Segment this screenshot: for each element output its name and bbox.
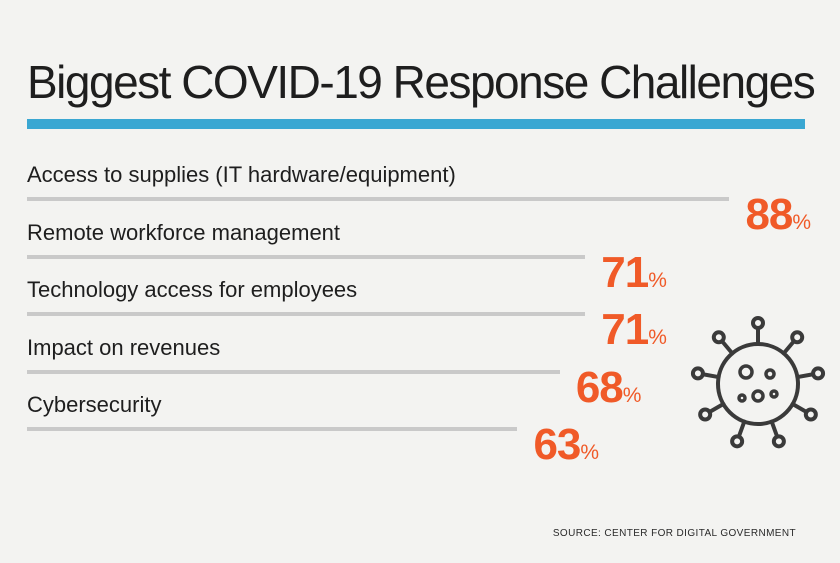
bar: [27, 254, 586, 259]
bar-value-label: 68%: [576, 362, 642, 422]
source-note: SOURCE: CENTER FOR DIGITAL GOVERNMENT: [552, 528, 796, 539]
bar-label: Technology access for employees: [27, 277, 358, 302]
title-rule: [27, 119, 805, 129]
bar-value-label: 88%: [745, 189, 811, 249]
bar: [27, 197, 730, 201]
bar: [27, 312, 586, 316]
bar-value-label: 71%: [601, 247, 667, 307]
chart-title: Biggest COVID-19 Response Challenges: [27, 56, 816, 108]
bar-value-unit: %: [648, 268, 667, 292]
bar-value-unit: %: [648, 326, 667, 349]
bar-value-label: 63%: [533, 419, 599, 479]
bar-value-label: 71%: [601, 304, 667, 364]
bar-label: Impact on revenues: [27, 334, 221, 360]
bar-value-number: 68: [575, 362, 624, 412]
bar-value-number: 88: [745, 190, 793, 239]
bar-label: Access to supplies (IT hardware/equipmen…: [27, 162, 456, 187]
bar-label: Remote workforce management: [27, 219, 341, 245]
bar-value-number: 71: [601, 305, 649, 354]
bar-value-unit: %: [622, 383, 642, 407]
bar-value-number: 71: [601, 247, 649, 297]
bar: [27, 427, 518, 431]
bar-value-unit: %: [580, 441, 600, 464]
virus-icon: [690, 316, 826, 449]
bar-label: Cybersecurity: [27, 392, 162, 417]
bar: [27, 369, 560, 374]
bar-value-unit: %: [792, 211, 812, 234]
bar-value-number: 63: [533, 420, 581, 469]
